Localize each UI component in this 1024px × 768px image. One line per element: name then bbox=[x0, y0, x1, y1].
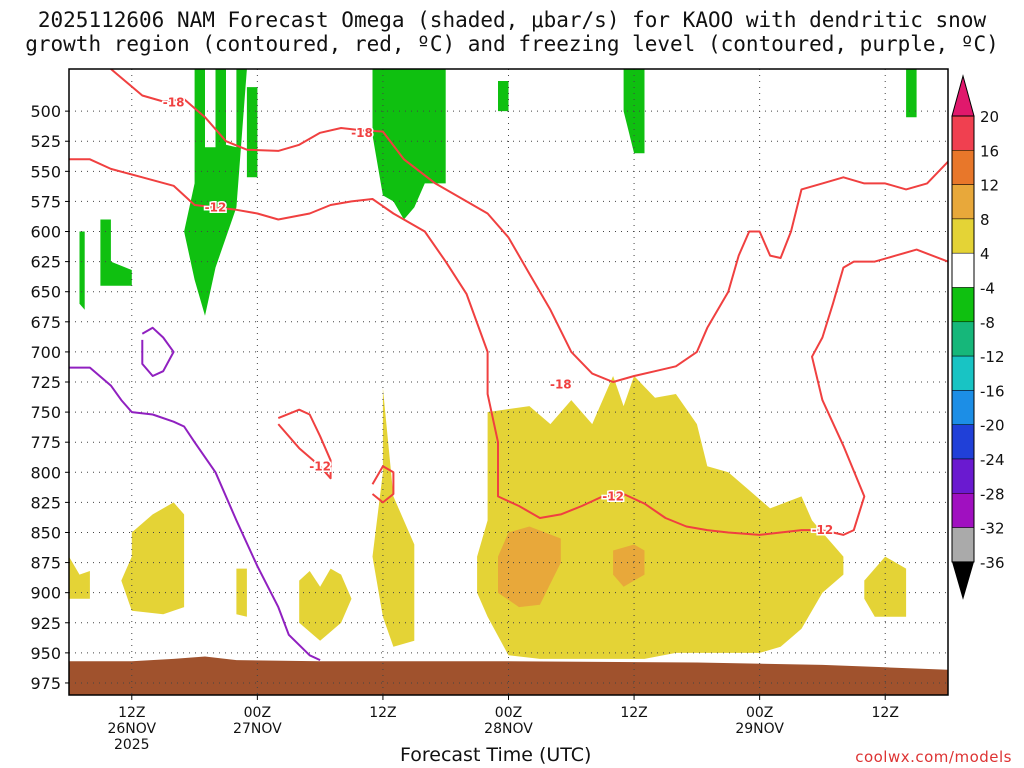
y-tick-label: 925 bbox=[30, 614, 61, 633]
y-tick-label: 600 bbox=[30, 223, 61, 242]
omega-sinking-region-3 bbox=[79, 231, 85, 310]
omega-moderate-lift-region-1 bbox=[613, 544, 645, 587]
x-tick-label: 29NOV bbox=[735, 721, 784, 737]
colorbar-top-arrow bbox=[951, 74, 975, 117]
contour-freezing_level_closed bbox=[141, 326, 175, 377]
colorbar-bin-2 bbox=[951, 184, 975, 220]
y-tick-label: 750 bbox=[30, 403, 61, 422]
omega-rising-region-6 bbox=[864, 556, 907, 617]
x-tick-label: 12Z bbox=[118, 705, 145, 721]
omega-rising-region-1 bbox=[121, 502, 185, 615]
colorbar-label: 20 bbox=[980, 108, 999, 126]
contour-label: -12 bbox=[812, 523, 834, 537]
x-tick-label: 12Z bbox=[620, 705, 647, 721]
y-tick-label: 775 bbox=[30, 433, 61, 452]
colorbar-bin-12 bbox=[951, 527, 975, 563]
colorbar-label: 4 bbox=[980, 245, 990, 263]
x-tick-label: 12Z bbox=[872, 705, 899, 721]
y-tick-label: 875 bbox=[30, 554, 61, 573]
omega-moderate-lift-region-0 bbox=[498, 526, 561, 608]
contour-label: -12 bbox=[602, 489, 624, 503]
y-tick-label: 500 bbox=[30, 102, 61, 121]
y-tick-label: 950 bbox=[30, 644, 61, 663]
colorbar-bin-10 bbox=[951, 458, 975, 494]
x-tick-label: 12Z bbox=[369, 705, 396, 721]
colorbar-label: -24 bbox=[980, 451, 1005, 469]
title-line-2: growth region (contoured, red, ºC) and f… bbox=[25, 32, 999, 56]
plot-area: -18 -18 -18 -12 -12 -12 -12 bbox=[69, 69, 948, 695]
y-tick-label: 525 bbox=[30, 132, 61, 151]
colorbar-bottom-arrow bbox=[952, 561, 974, 600]
omega-rising-region-4 bbox=[236, 568, 247, 617]
x-tick-label: 00Z bbox=[746, 705, 773, 721]
colorbar-label: -36 bbox=[980, 554, 1005, 572]
colorbar-bin-7 bbox=[951, 355, 975, 391]
colorbar-bin-11 bbox=[951, 493, 975, 528]
x-tick-label: 28NOV bbox=[484, 721, 533, 737]
y-tick-label: 975 bbox=[30, 674, 61, 693]
colorbar-bin-5 bbox=[951, 287, 975, 323]
contour-label: -18 bbox=[550, 377, 572, 391]
colorbar-label: -4 bbox=[980, 280, 995, 298]
colorbar-bin-0 bbox=[951, 115, 975, 151]
x-tick-label: 00Z bbox=[495, 705, 522, 721]
x-tick-label: 2025 bbox=[114, 737, 150, 753]
omega-rising-region-0 bbox=[477, 376, 844, 659]
colorbar-bin-9 bbox=[951, 424, 975, 460]
y-tick-label: 700 bbox=[30, 343, 61, 362]
contour-label: -12 bbox=[309, 459, 331, 473]
omega-rising-region-2 bbox=[69, 556, 90, 599]
colorbar-label: -8 bbox=[980, 314, 995, 332]
colorbar-bin-1 bbox=[951, 150, 975, 185]
y-tick-label: 575 bbox=[30, 192, 61, 211]
x-tick-label: 27NOV bbox=[233, 721, 282, 737]
contour-dgz_minus18 bbox=[110, 69, 948, 383]
y-tick-label: 825 bbox=[30, 493, 61, 512]
omega-rising-region-5 bbox=[372, 388, 415, 647]
colorbar-label: 12 bbox=[980, 177, 999, 195]
colorbar-label: -16 bbox=[980, 382, 1005, 400]
contour-dgz_minus12_small_b bbox=[371, 465, 395, 504]
contour-label: -18 bbox=[163, 96, 185, 110]
x-tick-label: 26NOV bbox=[107, 721, 156, 737]
omega-rising-region-3 bbox=[299, 568, 352, 641]
y-tick-label: 650 bbox=[30, 283, 61, 302]
colorbar-frame bbox=[951, 115, 975, 563]
omega-sinking-region-1 bbox=[246, 87, 258, 178]
x-axis-label: Forecast Time (UTC) bbox=[400, 744, 592, 766]
colorbar-label: -32 bbox=[980, 520, 1005, 538]
title-line-1: 2025112606 NAM Forecast Omega (shaded, μ… bbox=[37, 8, 987, 32]
contour-label: -18 bbox=[351, 126, 373, 140]
colorbar-bin-8 bbox=[951, 390, 975, 425]
colorbar-label: -28 bbox=[980, 485, 1005, 503]
colorbar-label: 16 bbox=[980, 142, 999, 160]
omega-sinking-region-7 bbox=[906, 69, 917, 118]
omega-sinking-region-5 bbox=[498, 81, 509, 112]
y-tick-label: 625 bbox=[30, 253, 61, 272]
y-tick-label: 850 bbox=[30, 523, 61, 542]
y-tick-label: 550 bbox=[30, 162, 61, 181]
credit-link[interactable]: coolwx.com/models bbox=[855, 748, 1012, 766]
y-tick-label: 900 bbox=[30, 584, 61, 603]
colorbar-label: -12 bbox=[980, 348, 1005, 366]
contour-label: -12 bbox=[205, 200, 227, 214]
x-tick-label: 00Z bbox=[244, 705, 271, 721]
colorbar-bin-4 bbox=[951, 252, 975, 288]
y-tick-label: 675 bbox=[30, 313, 61, 332]
omega-sinking-region-2 bbox=[100, 219, 132, 286]
omega-sinking-region-0 bbox=[184, 69, 247, 316]
colorbar-bin-3 bbox=[951, 218, 975, 254]
y-tick-label: 800 bbox=[30, 463, 61, 482]
contour-dgz_minus12_small_a bbox=[277, 408, 332, 480]
contour-freezing_level bbox=[69, 366, 321, 662]
omega-sinking-region-4 bbox=[372, 69, 446, 220]
y-tick-label: 725 bbox=[30, 373, 61, 392]
colorbar-label: 8 bbox=[980, 211, 990, 229]
colorbar-label: -20 bbox=[980, 417, 1005, 435]
colorbar-bin-6 bbox=[951, 321, 975, 357]
contour-dgz_minus12 bbox=[69, 158, 948, 536]
